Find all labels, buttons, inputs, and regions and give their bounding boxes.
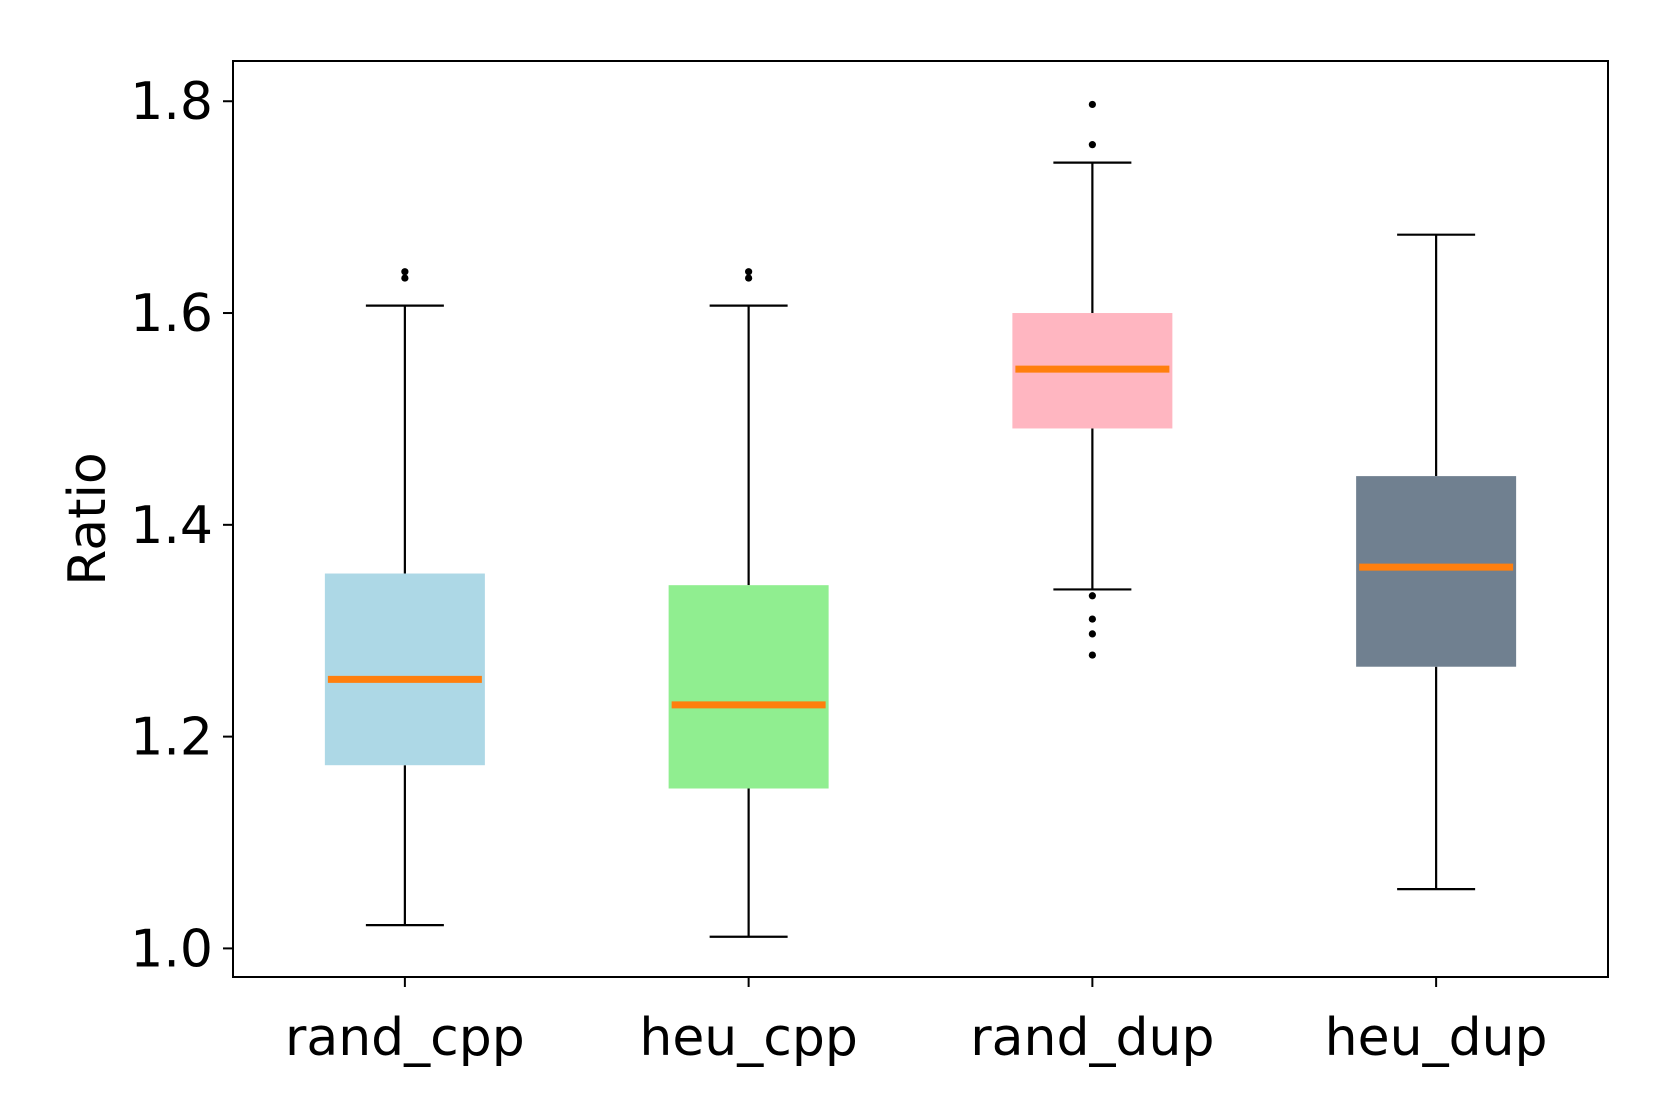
outlier-heu_cpp-0 xyxy=(745,274,753,282)
y-tick-label-0: 1.0 xyxy=(130,919,213,979)
outlier-rand_dup-1 xyxy=(1088,630,1096,638)
outlier-rand_dup-2 xyxy=(1088,615,1096,623)
plot-frame xyxy=(232,60,1609,978)
outlier-heu_cpp-1 xyxy=(745,268,753,276)
y-axis-label: Ratio xyxy=(58,452,118,586)
box-rect-rand_cpp xyxy=(324,573,485,766)
y-tick-label-1: 1.2 xyxy=(130,708,213,768)
box-rand_dup xyxy=(1012,100,1173,659)
outlier-rand_dup-0 xyxy=(1088,651,1096,659)
outlier-rand_cpp-1 xyxy=(401,268,409,276)
box-heu_cpp xyxy=(668,268,829,938)
box-rect-heu_dup xyxy=(1356,476,1517,667)
x-tick-label-heu_cpp: heu_cpp xyxy=(639,1008,858,1068)
ticks-group: rand_cpp heu_cpp rand_dup heu_dup 1.0 1.2 1.4 1… xyxy=(130,72,1547,1068)
x-tick-label-rand_dup: rand_dup xyxy=(970,1008,1214,1068)
box-rand_cpp xyxy=(324,268,485,927)
boxes-group xyxy=(324,100,1517,938)
outlier-rand_dup-3 xyxy=(1088,592,1096,600)
y-tick-label-2: 1.4 xyxy=(130,496,213,556)
outlier-rand_dup-4 xyxy=(1088,141,1096,149)
box-heu_dup xyxy=(1356,233,1517,891)
x-tick-label-heu_dup: heu_dup xyxy=(1325,1008,1548,1068)
y-tick-label-4: 1.8 xyxy=(130,72,213,132)
y-tick-label-3: 1.6 xyxy=(130,284,213,344)
box-rect-heu_cpp xyxy=(668,585,829,789)
outlier-rand_cpp-0 xyxy=(401,274,409,282)
outlier-rand_dup-5 xyxy=(1088,100,1096,109)
x-tick-label-rand_cpp: rand_cpp xyxy=(285,1008,525,1068)
